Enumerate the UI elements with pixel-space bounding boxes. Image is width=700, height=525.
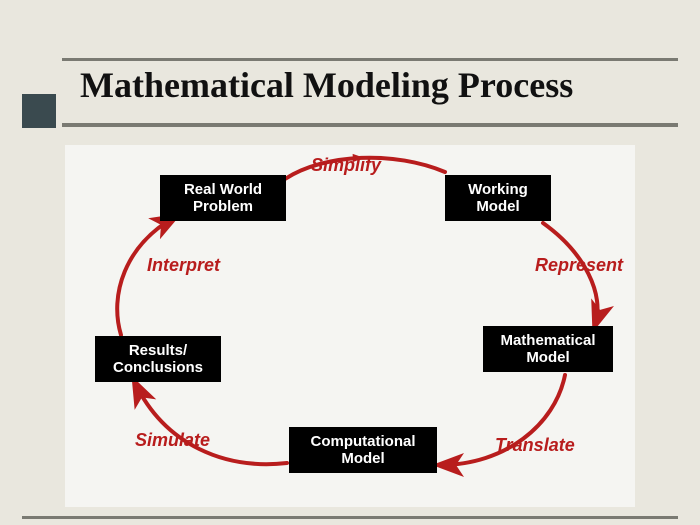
edge-label-simplify: Simplify	[311, 155, 381, 176]
bottom-rule	[22, 516, 678, 519]
edge-label-interpret: Interpret	[147, 255, 220, 276]
title-rule-top	[62, 58, 678, 61]
edge-label-represent: Represent	[535, 255, 623, 276]
edge-res-real	[117, 217, 175, 335]
node-math: Mathematical Model	[483, 326, 613, 372]
edge-comp-res	[135, 383, 287, 464]
node-label: Mathematical Model	[500, 332, 595, 367]
title-rule-bottom	[62, 123, 678, 127]
node-real: Real World Problem	[160, 175, 286, 221]
node-label: Results/ Conclusions	[113, 342, 203, 377]
node-res: Results/ Conclusions	[95, 336, 221, 382]
diagram-area: Real World Problem Working Model Mathemati…	[65, 145, 635, 507]
node-label: Real World Problem	[184, 181, 262, 216]
node-work: Working Model	[445, 175, 551, 221]
node-comp: Computational Model	[289, 427, 437, 473]
accent-block	[22, 94, 56, 128]
page-title: Mathematical Modeling Process	[80, 64, 573, 106]
edge-label-translate: Translate	[495, 435, 575, 456]
node-label: Computational Model	[311, 433, 416, 468]
node-label: Working Model	[468, 181, 528, 216]
edge-label-simulate: Simulate	[135, 430, 210, 451]
